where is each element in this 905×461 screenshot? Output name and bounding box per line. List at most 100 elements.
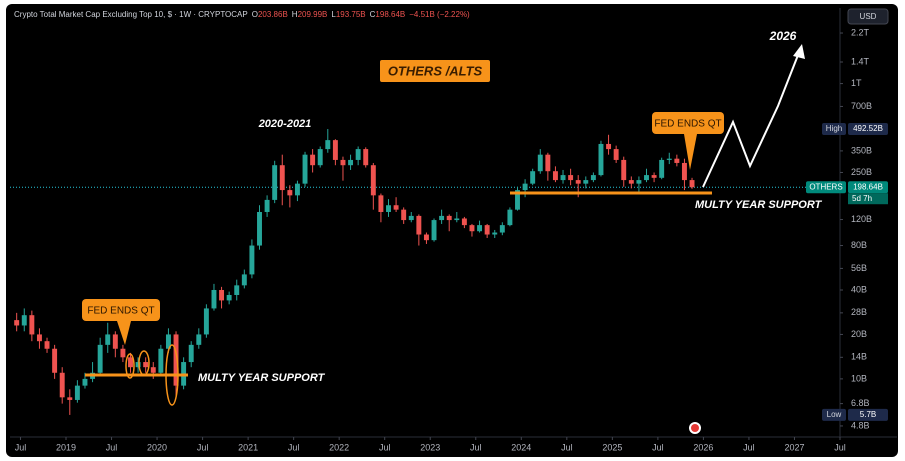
x-tick-label: Jul [652, 442, 664, 452]
candle-body [21, 315, 27, 326]
x-tick-label: 2025 [602, 442, 622, 452]
currency-button[interactable] [847, 8, 889, 25]
ohlc-key: H [292, 10, 298, 19]
x-tick-label: Jul [197, 442, 209, 452]
logo-icon-inner [691, 424, 699, 432]
fed-qt-pointer [684, 134, 697, 170]
candle-body [386, 205, 391, 212]
candle-body [621, 159, 627, 181]
candle-body [583, 180, 589, 184]
candle-body [234, 285, 240, 295]
candle-body [67, 397, 73, 400]
candle-body [44, 341, 50, 349]
candle-body [165, 334, 171, 349]
candle-body [59, 372, 65, 398]
candle-body [173, 334, 179, 386]
symbol-tag [806, 181, 846, 194]
candle-body [560, 175, 566, 181]
candle-body [272, 165, 278, 200]
candle-body [477, 225, 483, 232]
x-tick-label: Jul [743, 442, 755, 452]
x-tick-label: Jul [379, 442, 391, 452]
y-tick-label: 6.8B [851, 398, 870, 408]
fed-qt-label: FED ENDS QT [654, 119, 721, 130]
candle-body [203, 308, 209, 335]
candle-body [537, 154, 543, 172]
countdown-badge [848, 193, 888, 205]
highlight-ellipse [165, 344, 179, 406]
low-tag [822, 408, 846, 421]
ohlc-key: C [370, 10, 376, 19]
target-label: 2026 [769, 29, 797, 43]
ohlc-value: 193.75B [336, 10, 366, 19]
candle-body [590, 175, 596, 181]
high-tag [822, 122, 846, 135]
candle-body [545, 154, 551, 172]
candle-body [211, 289, 217, 309]
candle-body [552, 171, 558, 181]
ohlc-key: O [252, 10, 258, 19]
candle-body [568, 175, 574, 181]
countdown-text: 5d 7h [852, 194, 872, 203]
x-tick-label: 2026 [693, 442, 713, 452]
headline: OTHERS /ALTS [388, 63, 483, 78]
ohlc-value: 198.64B [375, 10, 405, 19]
candle-body [264, 199, 270, 212]
highlight-ellipse [138, 350, 150, 376]
candle-body [492, 232, 498, 235]
candle-body [188, 344, 194, 363]
y-tick-label: 80B [851, 240, 867, 250]
candle-body [598, 143, 604, 176]
y-tick-label: 14B [851, 352, 867, 362]
candle-body [484, 225, 490, 235]
last-price-badge-text: 198.64B [853, 182, 883, 191]
candle-body [401, 209, 407, 221]
candle-body [606, 143, 612, 150]
era-label: 2020-2021 [258, 118, 312, 130]
candle-body [249, 245, 255, 275]
candle-body [158, 348, 164, 373]
candle-body [112, 334, 118, 349]
x-tick-label: 2021 [238, 442, 258, 452]
candle-body [287, 190, 293, 196]
candle-body [241, 274, 247, 286]
candle-body [636, 180, 642, 184]
candle-body [461, 218, 467, 226]
candle-body [257, 211, 262, 246]
change-value: −4.51B (−2.22%) [409, 10, 470, 19]
support-label: MULTY YEAR SUPPORT [198, 372, 326, 384]
high-tag-text: High [826, 124, 842, 133]
candle-body [310, 154, 316, 166]
y-tick-label: 250B [851, 167, 872, 177]
candle-body [644, 175, 649, 181]
y-tick-label: 700B [851, 101, 872, 111]
candle-body [416, 215, 422, 235]
candle-body [332, 140, 338, 160]
candle-body [681, 162, 687, 181]
support-label: MULTY YEAR SUPPORT [695, 199, 823, 211]
y-tick-label: 1T [851, 78, 862, 88]
x-tick-label: 2024 [511, 442, 531, 452]
candle-body [666, 158, 672, 160]
ohlc-value: 209.99B [298, 10, 328, 19]
y-tick-label: 1.4T [851, 56, 870, 66]
fed-qt-box [82, 299, 160, 321]
projection-path [702, 49, 801, 188]
chart-title: Crypto Total Market Cap Excluding Top 10… [14, 10, 248, 19]
highlight-ellipse [125, 353, 135, 379]
x-tick-label: 2023 [420, 442, 440, 452]
ohlc-value: 203.86B [258, 10, 288, 19]
candle-body [74, 385, 80, 400]
y-tick-label: 40B [851, 284, 867, 294]
x-tick-label: Jul [15, 442, 27, 452]
candle-body [393, 205, 399, 210]
candle-body [439, 215, 445, 221]
currency-label[interactable]: USD [860, 12, 877, 21]
candle-body [279, 165, 285, 191]
candle-body [348, 159, 354, 166]
y-tick-label: 28B [851, 307, 867, 317]
candle-body [515, 190, 520, 210]
y-tick-label: 56B [851, 263, 867, 273]
